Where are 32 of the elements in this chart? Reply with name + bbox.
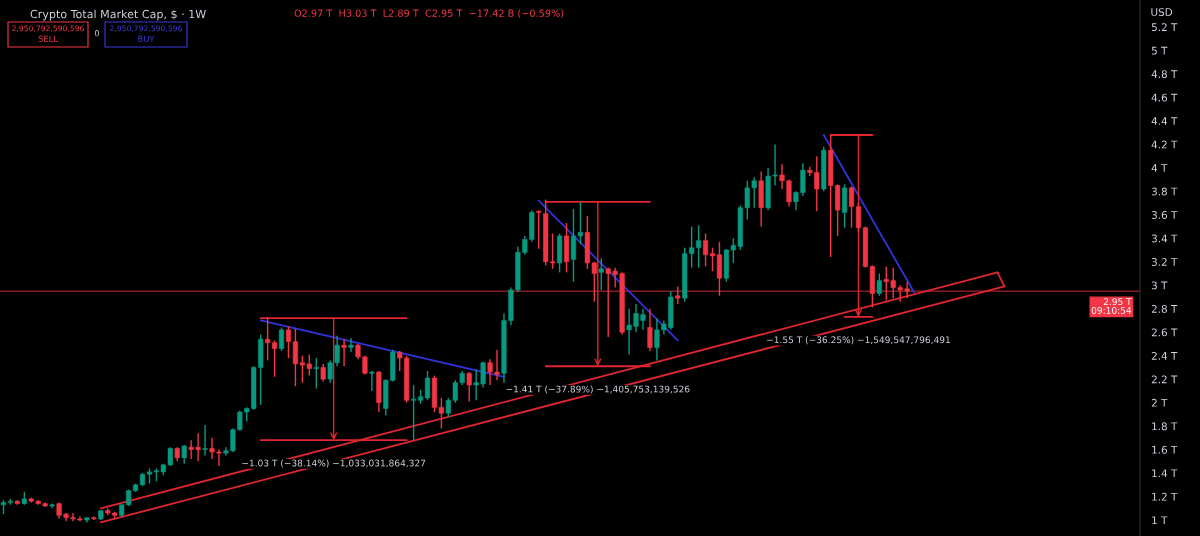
text: USD	[1151, 8, 1173, 17]
annotation: SELL	[38, 35, 58, 42]
y-tick-label: 1.6 T	[1152, 445, 1178, 454]
annotation: O2.97 T H3.03 T L2.89 T C2.95 T −17.42 B (−0.59%)	[294, 9, 564, 18]
y-tick-label: 3 T	[1151, 281, 1168, 290]
y-tick-label: 4.6 T	[1151, 93, 1178, 102]
y-tick-label: 5.2 T	[1151, 23, 1178, 32]
y-tick-label: 4.4 T	[1151, 117, 1178, 125]
y-tick-label: 4 T	[1151, 164, 1168, 172]
y-tick-label: 3.6 T	[1151, 211, 1178, 219]
y-tick-label: 2.6 T	[1151, 328, 1178, 337]
annotation: BUY	[138, 35, 155, 42]
y-tick-label: 3.8 T	[1151, 187, 1178, 196]
annotation: 0	[94, 30, 100, 37]
y-tick-label: 1.4 T	[1152, 469, 1178, 478]
y-tick-label: 2.8 T	[1151, 304, 1178, 313]
y-tick-label: 2.2 T	[1151, 375, 1178, 384]
y-tick-label: 4.2 T	[1151, 140, 1178, 149]
y-tick-label: 3.2 T	[1151, 258, 1178, 266]
y-tick-label: 2.4 T	[1151, 351, 1178, 360]
text: Crypto Total Market Cap, $ · 1W	[30, 9, 206, 21]
y-tick-label: 3.4 T	[1151, 234, 1178, 243]
y-tick-label: 1.2 T	[1152, 492, 1178, 501]
text: −1.41 T (−37.89%) −1,405,753,139,526	[506, 385, 690, 394]
y-tick-label: 5 T	[1151, 46, 1168, 55]
text: −1.03 T (−38.14%) −1,033,031,864,327	[242, 459, 426, 468]
y-tick-label: 1 T	[1152, 516, 1168, 524]
y-tick-label: 4.8 T	[1151, 70, 1178, 79]
y-tick-label: 2 T	[1151, 398, 1168, 407]
y-tick-label: 1.8 T	[1152, 422, 1178, 431]
text: −1.55 T (−36.25%) −1,549,547,796,491	[767, 336, 950, 345]
ref-line-label: 2.95 T 09:10:54	[1091, 298, 1132, 314]
